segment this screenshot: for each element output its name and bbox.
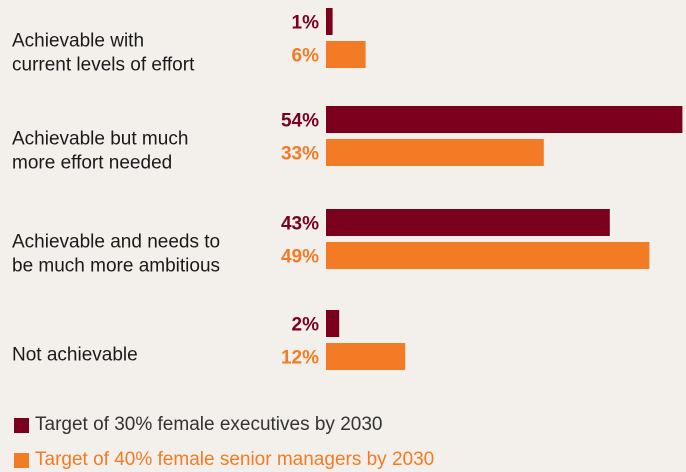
category-label-line: be much more ambitious (12, 256, 220, 277)
bar-executives-2 (326, 106, 683, 133)
data-label-executives-2: 54% (281, 111, 319, 132)
data-label-executives-1: 1% (292, 13, 320, 34)
bar-executives-4 (326, 310, 340, 337)
data-label-senior-managers-2: 33% (281, 144, 319, 165)
data-label-senior-managers-4: 12% (281, 348, 319, 369)
bar-senior-managers-1 (326, 41, 366, 68)
category-label-line: Achievable and needs to (12, 232, 220, 253)
category-label-4: Not achievable (12, 345, 138, 366)
bar-senior-managers-2 (326, 139, 544, 166)
data-label-executives-4: 2% (292, 315, 320, 336)
category-label-1: Achievable with current levels of effort (12, 31, 195, 76)
bar-senior-managers-4 (326, 343, 406, 370)
bar-executives-1 (326, 8, 333, 35)
legend-item-senior-managers: Target of 40% female senior managers by … (14, 449, 434, 471)
legend-item-executives: Target of 30% female executives by 2030 (14, 414, 382, 436)
legend-swatch-senior-managers (14, 452, 29, 468)
data-label-senior-managers-1: 6% (292, 46, 320, 67)
legend-label-senior-managers: Target of 40% female senior managers by … (35, 449, 435, 470)
category-label-line: Achievable with (12, 31, 144, 52)
bar-executives-3 (326, 209, 610, 236)
legend-swatch-executives (14, 417, 29, 433)
category-label-line: more effort needed (12, 153, 172, 174)
category-label-3: Achievable and needs to be much more ambi… (12, 232, 220, 277)
category-label-line: Not achievable (12, 345, 138, 366)
data-label-executives-3: 43% (281, 214, 319, 235)
category-label-line: current levels of effort (12, 55, 195, 76)
category-label-line: Achievable but much (12, 129, 188, 150)
legend-label-executives: Target of 30% female executives by 2030 (35, 414, 383, 435)
bar-chart-svg: Achievable with current levels of effort 1… (12, 8, 683, 370)
data-label-senior-managers-3: 49% (281, 247, 319, 268)
bar-senior-managers-3 (326, 242, 650, 269)
category-label-2: Achievable but much more effort needed (12, 129, 188, 174)
